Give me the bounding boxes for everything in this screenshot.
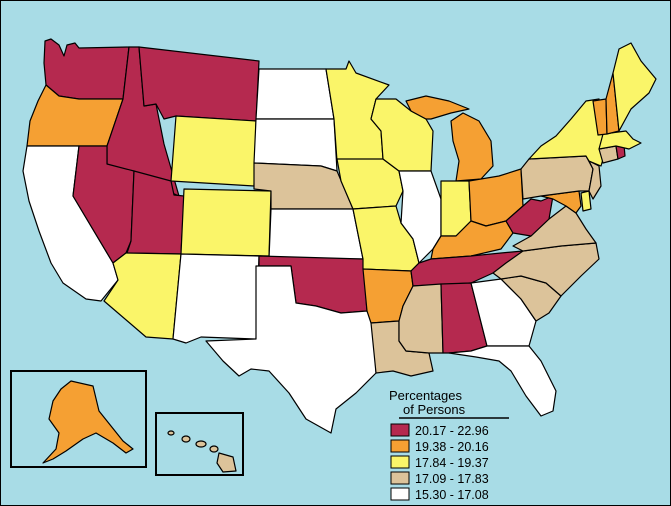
state-kansas	[268, 208, 364, 260]
legend-swatch-0	[390, 423, 410, 437]
state-washington	[43, 38, 130, 100]
legend-label-4: 15.30 - 17.08	[415, 488, 489, 502]
legend-swatch-4	[390, 487, 410, 501]
legend-title-line1: Percentages	[389, 388, 462, 403]
legend-swatch-1	[390, 439, 410, 453]
state-massachusetts	[598, 130, 642, 150]
state-delaware	[580, 190, 592, 212]
legend-label-1: 19.38 - 20.16	[415, 440, 489, 454]
state-colorado	[180, 188, 272, 257]
legend-title-line2: of Persons	[403, 402, 466, 417]
state-wyoming	[170, 115, 257, 187]
state-illinois	[398, 170, 442, 264]
state-new-mexico	[172, 253, 260, 344]
state-florida	[448, 345, 557, 417]
state-michigan	[405, 95, 494, 182]
state-arizona	[103, 252, 182, 340]
state-hawaii	[167, 430, 237, 473]
legend-label-2: 17.84 - 19.37	[415, 456, 489, 470]
legend-label-3: 17.09 - 17.83	[415, 472, 489, 486]
state-maine	[612, 42, 657, 132]
legend-swatch-3	[390, 471, 410, 485]
legend: Percentages of Persons 20.17 - 22.96 19.3…	[389, 388, 509, 502]
state-texas	[205, 265, 377, 434]
state-new-jersey	[588, 160, 602, 200]
legend-swatch-2	[390, 455, 410, 469]
legend-label-0: 20.17 - 22.96	[415, 424, 489, 438]
state-alaska	[42, 380, 134, 464]
state-north-dakota	[255, 68, 335, 120]
